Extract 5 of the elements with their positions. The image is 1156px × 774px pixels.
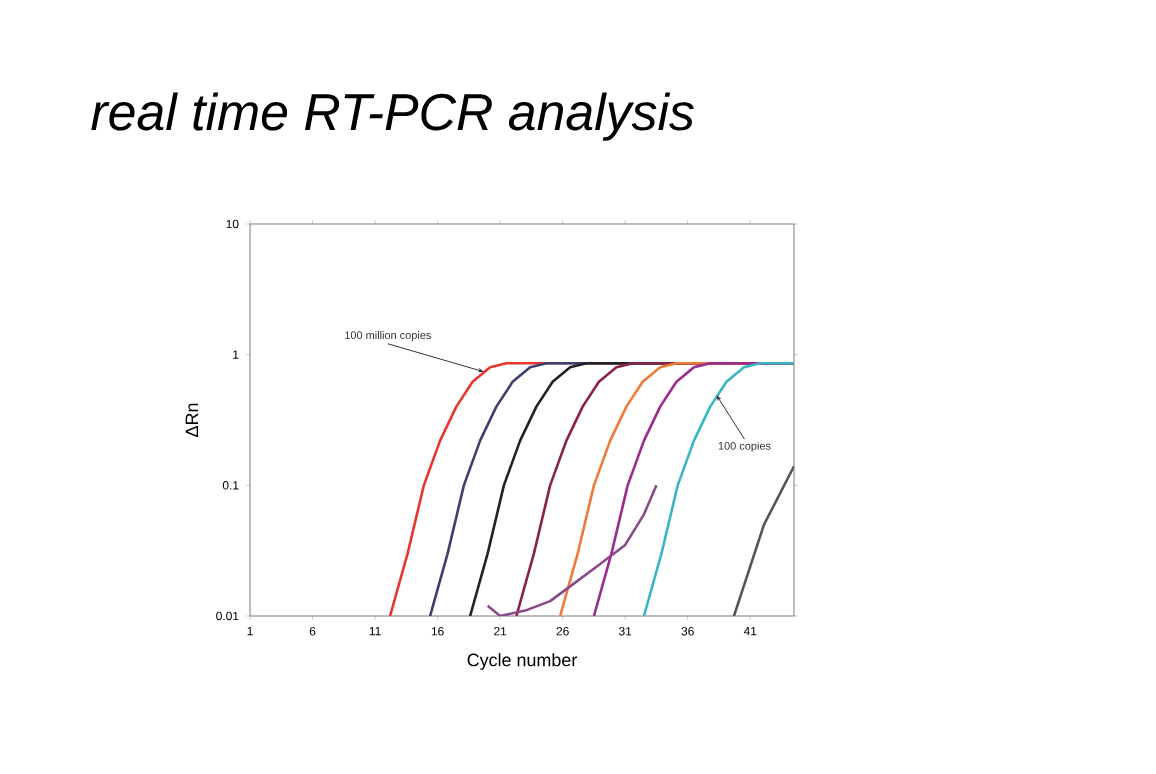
chart-title: real time RT-PCR analysis [91,92,694,141]
y-axis-title: ΔRn [185,403,199,437]
line-series [486,484,658,616]
x-axis-title: Cycle number [467,653,577,670]
line-series [642,361,795,616]
